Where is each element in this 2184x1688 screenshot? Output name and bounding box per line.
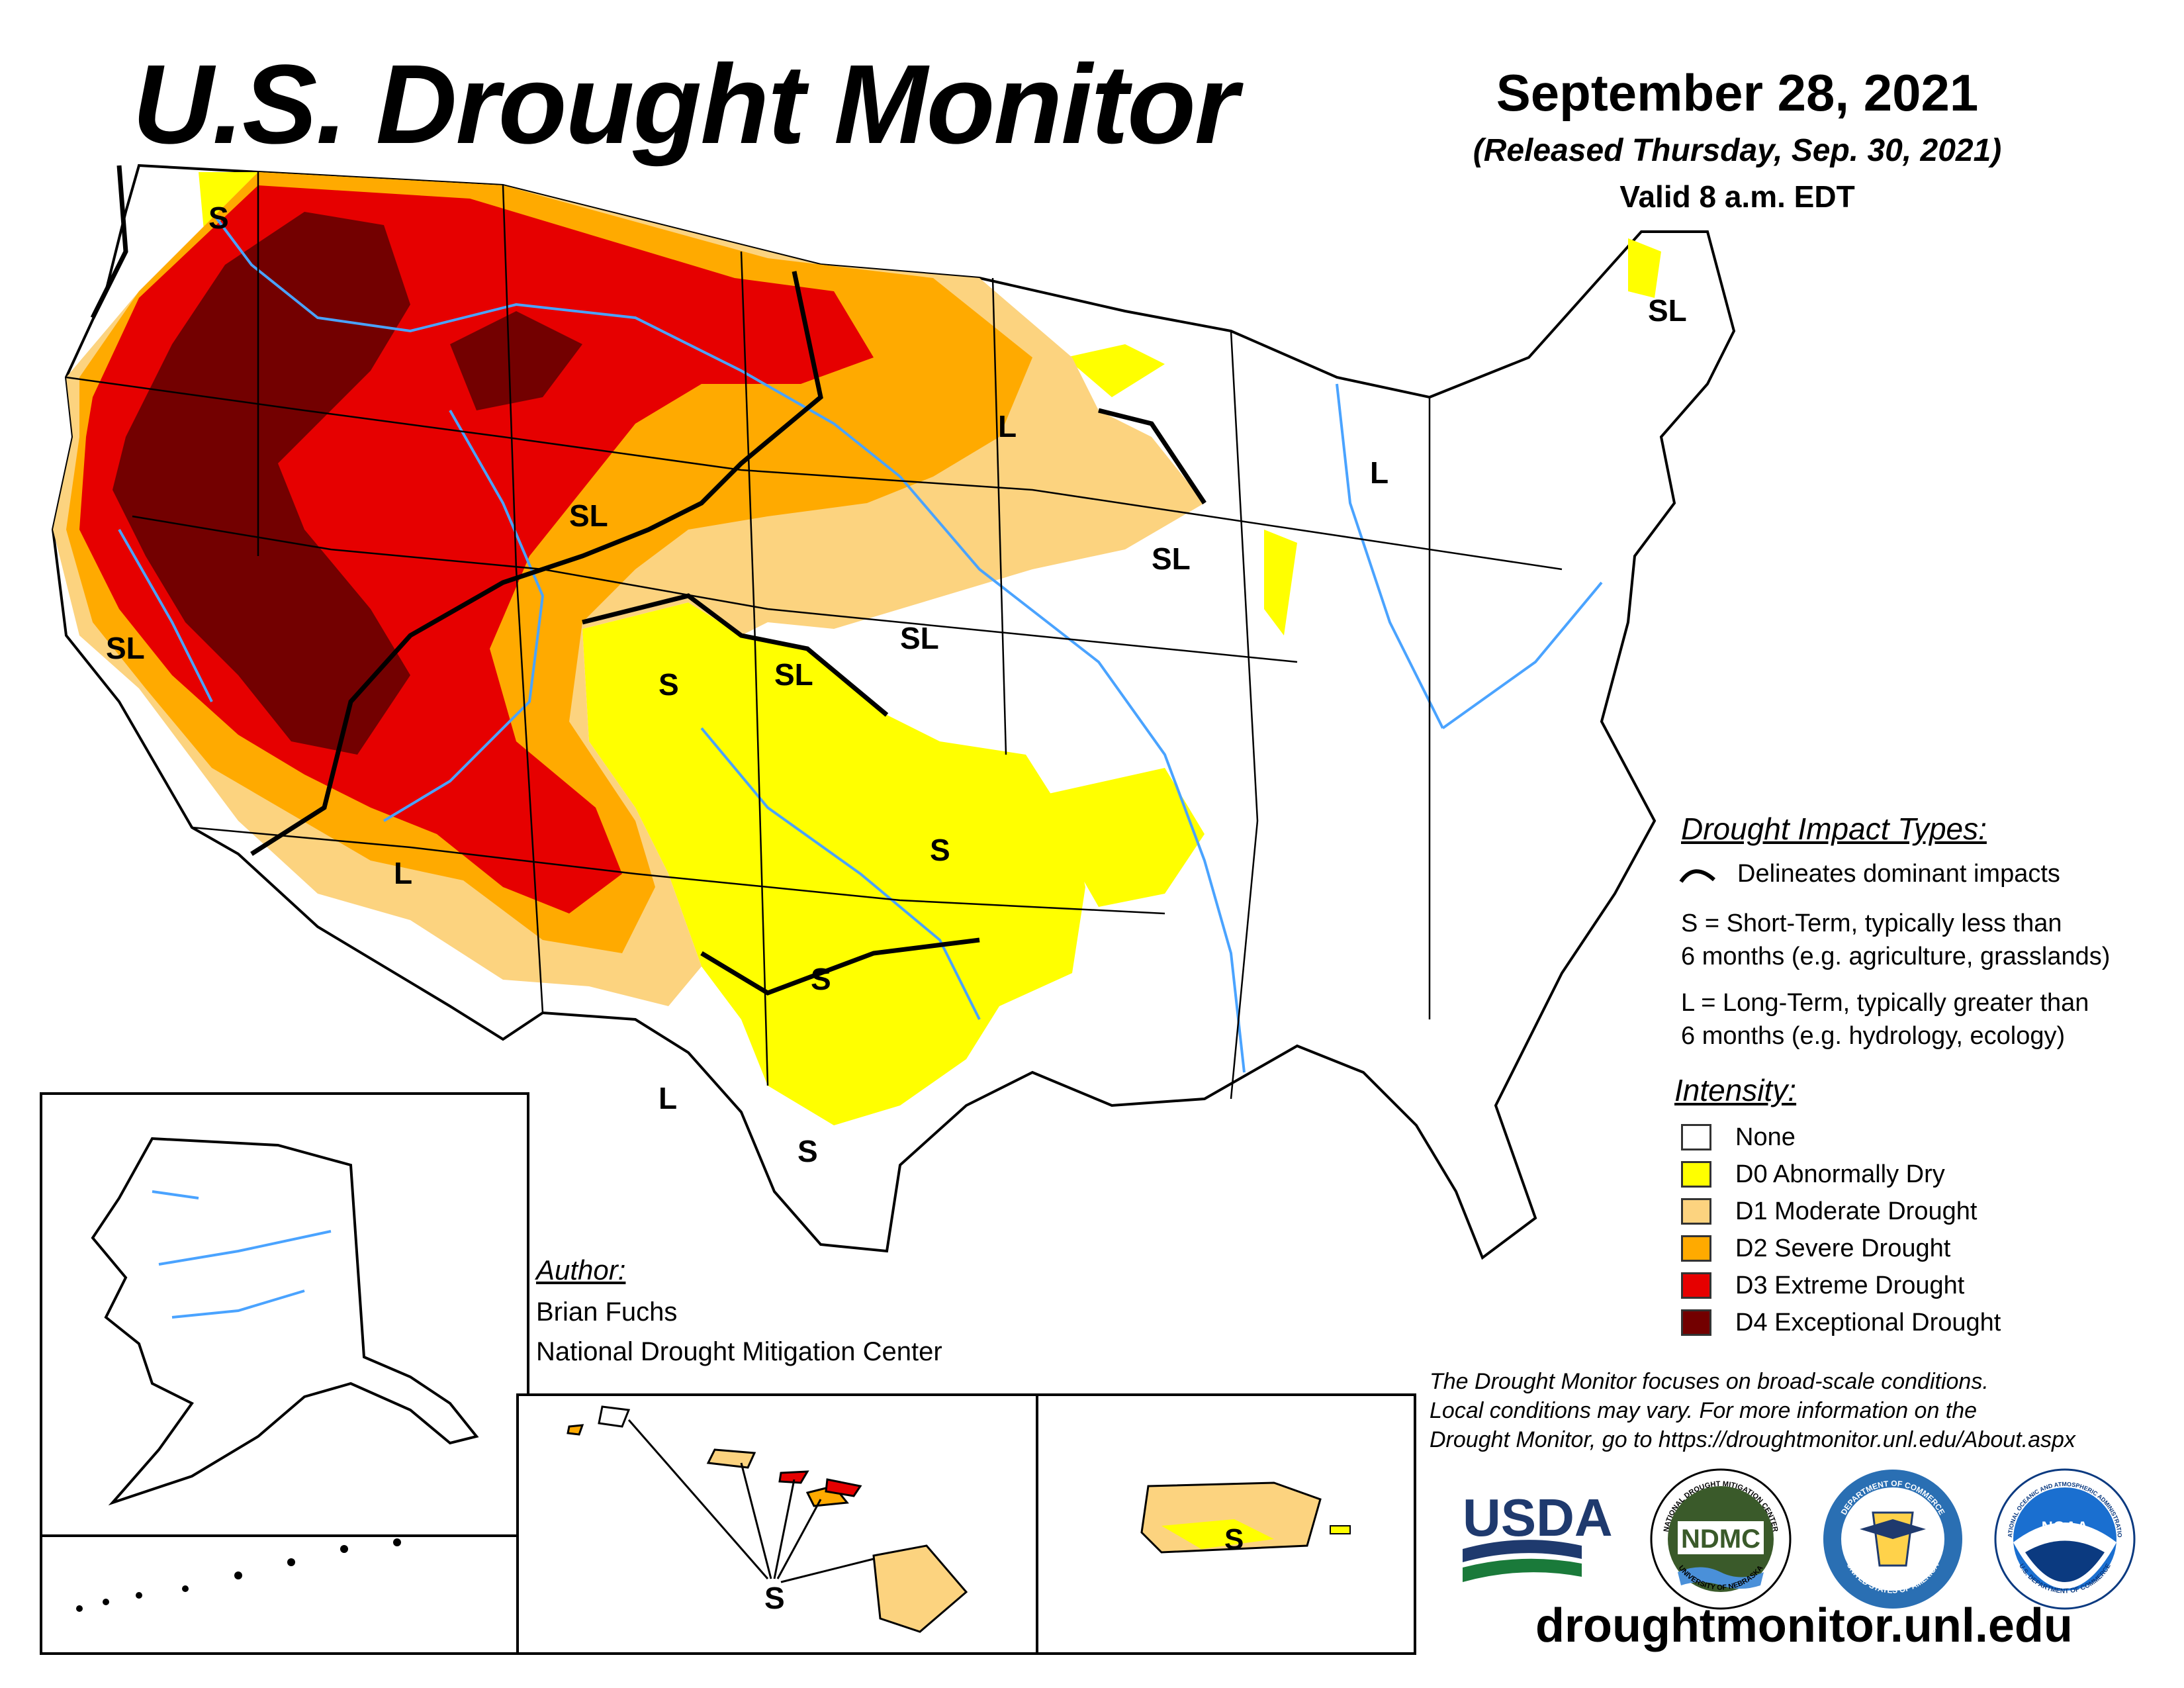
impact-short-term: S = Short-Term, typically less than 6 mo… [1681, 907, 2110, 973]
ndmc-logo[interactable]: NDMC NATIONAL DROUGHT MITIGATION CENTER … [1650, 1468, 1792, 1610]
alaska-inset-map [40, 1092, 529, 1655]
disclaimer-line[interactable]: Drought Monitor, go to https://droughtmo… [1430, 1427, 2075, 1452]
disclaimer-text: The Drought Monitor focuses on broad-sca… [1430, 1367, 2158, 1454]
author-name: Brian Fuchs [536, 1297, 678, 1327]
impact-s-line1: S = Short-Term, typically less than [1681, 910, 2062, 937]
intensity-legend-heading: Intensity: [1674, 1073, 1797, 1107]
label-s-hi: S [764, 1581, 785, 1615]
aleutian-islands [76, 1538, 401, 1612]
legend-item-d3: D3 Extreme Drought [1681, 1267, 2001, 1304]
impact-s-line2: 6 months (e.g. agriculture, grasslands) [1681, 943, 2111, 970]
noaa-wordmark: NOAA [2042, 1519, 2089, 1536]
rivers [118, 211, 1603, 1073]
author-organization: National Drought Mitigation Center [536, 1337, 942, 1366]
label-s-ok: S [930, 833, 950, 867]
label-s-tx: S [811, 962, 831, 996]
impact-l-line2: 6 months (e.g. hydrology, ecology) [1681, 1022, 2066, 1050]
label-sl-ne: SL [900, 621, 939, 655]
label-s-pr: S [1224, 1523, 1244, 1556]
legend-swatch [1681, 1198, 1711, 1225]
legend-swatch [1681, 1309, 1711, 1336]
impact-lines [90, 165, 1206, 996]
usda-wordmark: USDA [1463, 1488, 1613, 1547]
website-link[interactable]: droughtmonitor.unl.edu [1535, 1599, 2073, 1652]
legend-label: D0 Abnormally Dry [1735, 1160, 1945, 1188]
hawaii-islands [567, 1405, 968, 1633]
impact-line-label: Delineates dominant impacts [1737, 860, 2060, 888]
label-s-stx: S [797, 1134, 818, 1168]
partner-logos: USDA NDMC NATIONAL DROUGHT MITIGATION CE… [1449, 1463, 2136, 1610]
legend-label: D2 Severe Drought [1735, 1235, 1951, 1262]
disclaimer-line: The Drought Monitor focuses on broad-sca… [1430, 1369, 1989, 1394]
impact-legend-heading: Drought Impact Types: [1681, 812, 1987, 846]
conus-drought-map: S SL L L SL SL SL S SL SL L S S L S [51, 164, 1736, 1260]
map-date: September 28, 2021 [1496, 64, 1979, 122]
label-sl-wi: SL [1152, 541, 1191, 576]
label-sl-ca: SL [106, 631, 145, 665]
legend-item-d1: D1 Moderate Drought [1681, 1193, 2001, 1230]
label-l-nd: L [998, 409, 1017, 444]
legend-item-d2: D2 Severe Drought [1681, 1230, 2001, 1267]
legend-item-d4: D4 Exceptional Drought [1681, 1304, 2001, 1341]
impact-line-symbol [1679, 869, 1716, 883]
legend-label: D1 Moderate Drought [1735, 1197, 1978, 1225]
hawaii-pointer-lines [627, 1419, 874, 1583]
disclaimer-line: Local conditions may vary. For more info… [1430, 1398, 1978, 1423]
label-sl-ks: SL [774, 657, 813, 692]
alaska-rivers [152, 1190, 332, 1319]
commerce-logo[interactable]: DEPARTMENT OF COMMERCE UNITED STATES OF … [1823, 1470, 1962, 1609]
label-sl-wy: SL [569, 498, 608, 533]
impact-l-line1: L = Long-Term, typically greater than [1681, 989, 2089, 1017]
label-l-az: L [394, 856, 412, 890]
state-boundaries [66, 172, 1563, 1100]
page-title: U.S. Drought Monitor [132, 42, 1238, 167]
legend-swatch [1681, 1161, 1711, 1188]
map-labels: S SL L L SL SL SL S SL SL L S S L S [106, 201, 1687, 1168]
label-l-mi: L [1370, 455, 1388, 490]
impact-long-term: L = Long-Term, typically greater than 6 … [1681, 986, 2089, 1053]
legend-swatch [1681, 1124, 1711, 1150]
impact-line-legend: Delineates dominant impacts [1678, 857, 2060, 890]
d4-region [113, 212, 582, 755]
label-l-tx: L [659, 1081, 677, 1115]
author-heading: Author: [536, 1254, 626, 1286]
ndmc-wordmark: NDMC [1681, 1524, 1760, 1554]
label-s-wa: S [208, 201, 229, 235]
pr-d0-region [1161, 1519, 1274, 1549]
legend-label: D4 Exceptional Drought [1735, 1309, 2001, 1336]
intensity-legend: None D0 Abnormally Dry D1 Moderate Droug… [1681, 1119, 2001, 1341]
hawaii-inset-map: S [516, 1393, 1039, 1655]
usda-logo[interactable]: USDA [1463, 1488, 1613, 1582]
puerto-rico-inset-map: S [1036, 1393, 1416, 1655]
label-s-co: S [659, 667, 679, 702]
legend-swatch [1681, 1272, 1711, 1299]
legend-swatch [1681, 1235, 1711, 1262]
valid-time: Valid 8 a.m. EDT [1619, 179, 1855, 214]
legend-item-d0: D0 Abnormally Dry [1681, 1156, 2001, 1193]
release-date: (Released Thursday, Sep. 30, 2021) [1473, 133, 2002, 168]
legend-label: None [1735, 1123, 1796, 1151]
alaska-outline [91, 1137, 479, 1506]
legend-item-none: None [1681, 1119, 2001, 1156]
d0-region [199, 172, 1661, 1125]
vieques-island [1330, 1525, 1351, 1534]
legend-label: D3 Extreme Drought [1735, 1272, 1965, 1299]
label-sl-me: SL [1648, 293, 1687, 328]
